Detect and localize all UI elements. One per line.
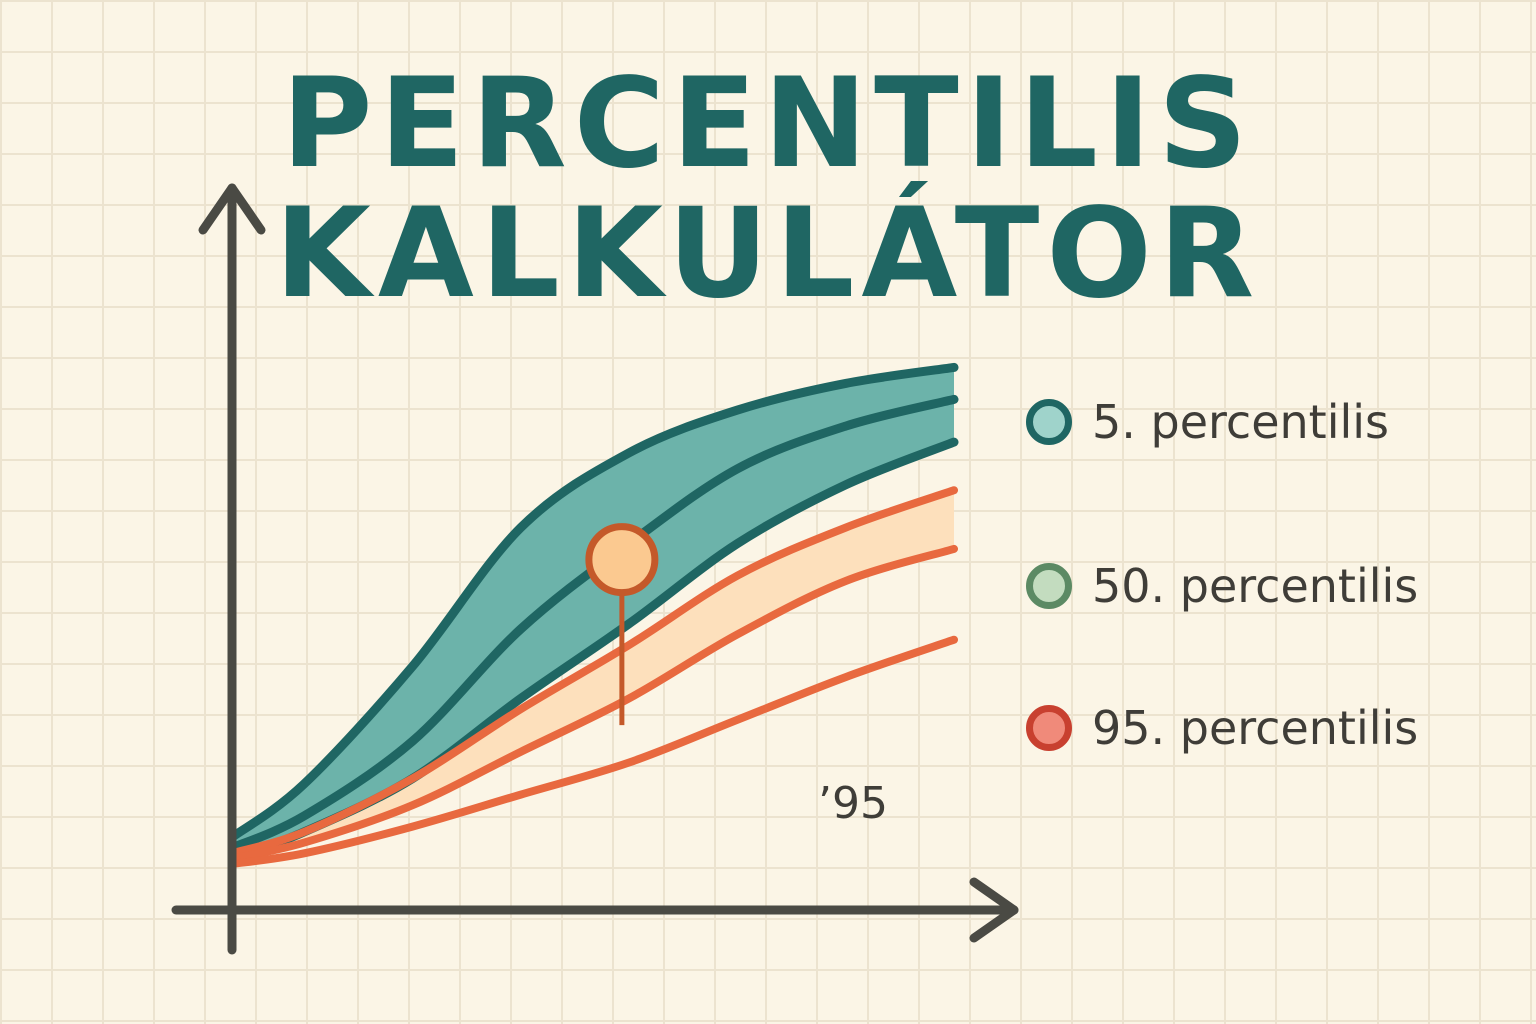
legend-item-50th: 50. percentilis bbox=[1026, 556, 1418, 616]
legend-dot-5th bbox=[1026, 399, 1072, 445]
percentile-line-4 bbox=[228, 486, 958, 858]
y-axis-arrowhead bbox=[198, 183, 266, 235]
chart-title-line-1: Percentilis bbox=[281, 52, 1255, 196]
marker-point bbox=[585, 523, 659, 597]
legend-label-50th: 50. percentilis bbox=[1092, 559, 1419, 613]
legend-dot-50th bbox=[1026, 563, 1072, 609]
percentile-band-orange bbox=[232, 490, 954, 859]
marker-group bbox=[585, 523, 659, 726]
percentile-line-1 bbox=[227, 362, 959, 842]
legend-label-5th: 5. percentilis bbox=[1092, 395, 1390, 449]
percentile-line-6 bbox=[228, 635, 958, 868]
legend-label-95th: 95. percentilis bbox=[1092, 701, 1419, 755]
x-axis-arrowhead bbox=[969, 877, 1019, 943]
axes bbox=[171, 183, 1019, 955]
percentile-lines bbox=[227, 362, 959, 868]
percentile-line-5 bbox=[228, 544, 958, 863]
percentile-line-2 bbox=[227, 394, 959, 853]
chart-title-line-2: kalkulátor bbox=[274, 182, 1262, 326]
chart-annotation: ’95 bbox=[818, 778, 888, 829]
legend-item-5th: 5. percentilis bbox=[1026, 392, 1389, 452]
legend-item-95th: 95. percentilis bbox=[1026, 698, 1418, 758]
legend-dot-95th bbox=[1026, 705, 1072, 751]
